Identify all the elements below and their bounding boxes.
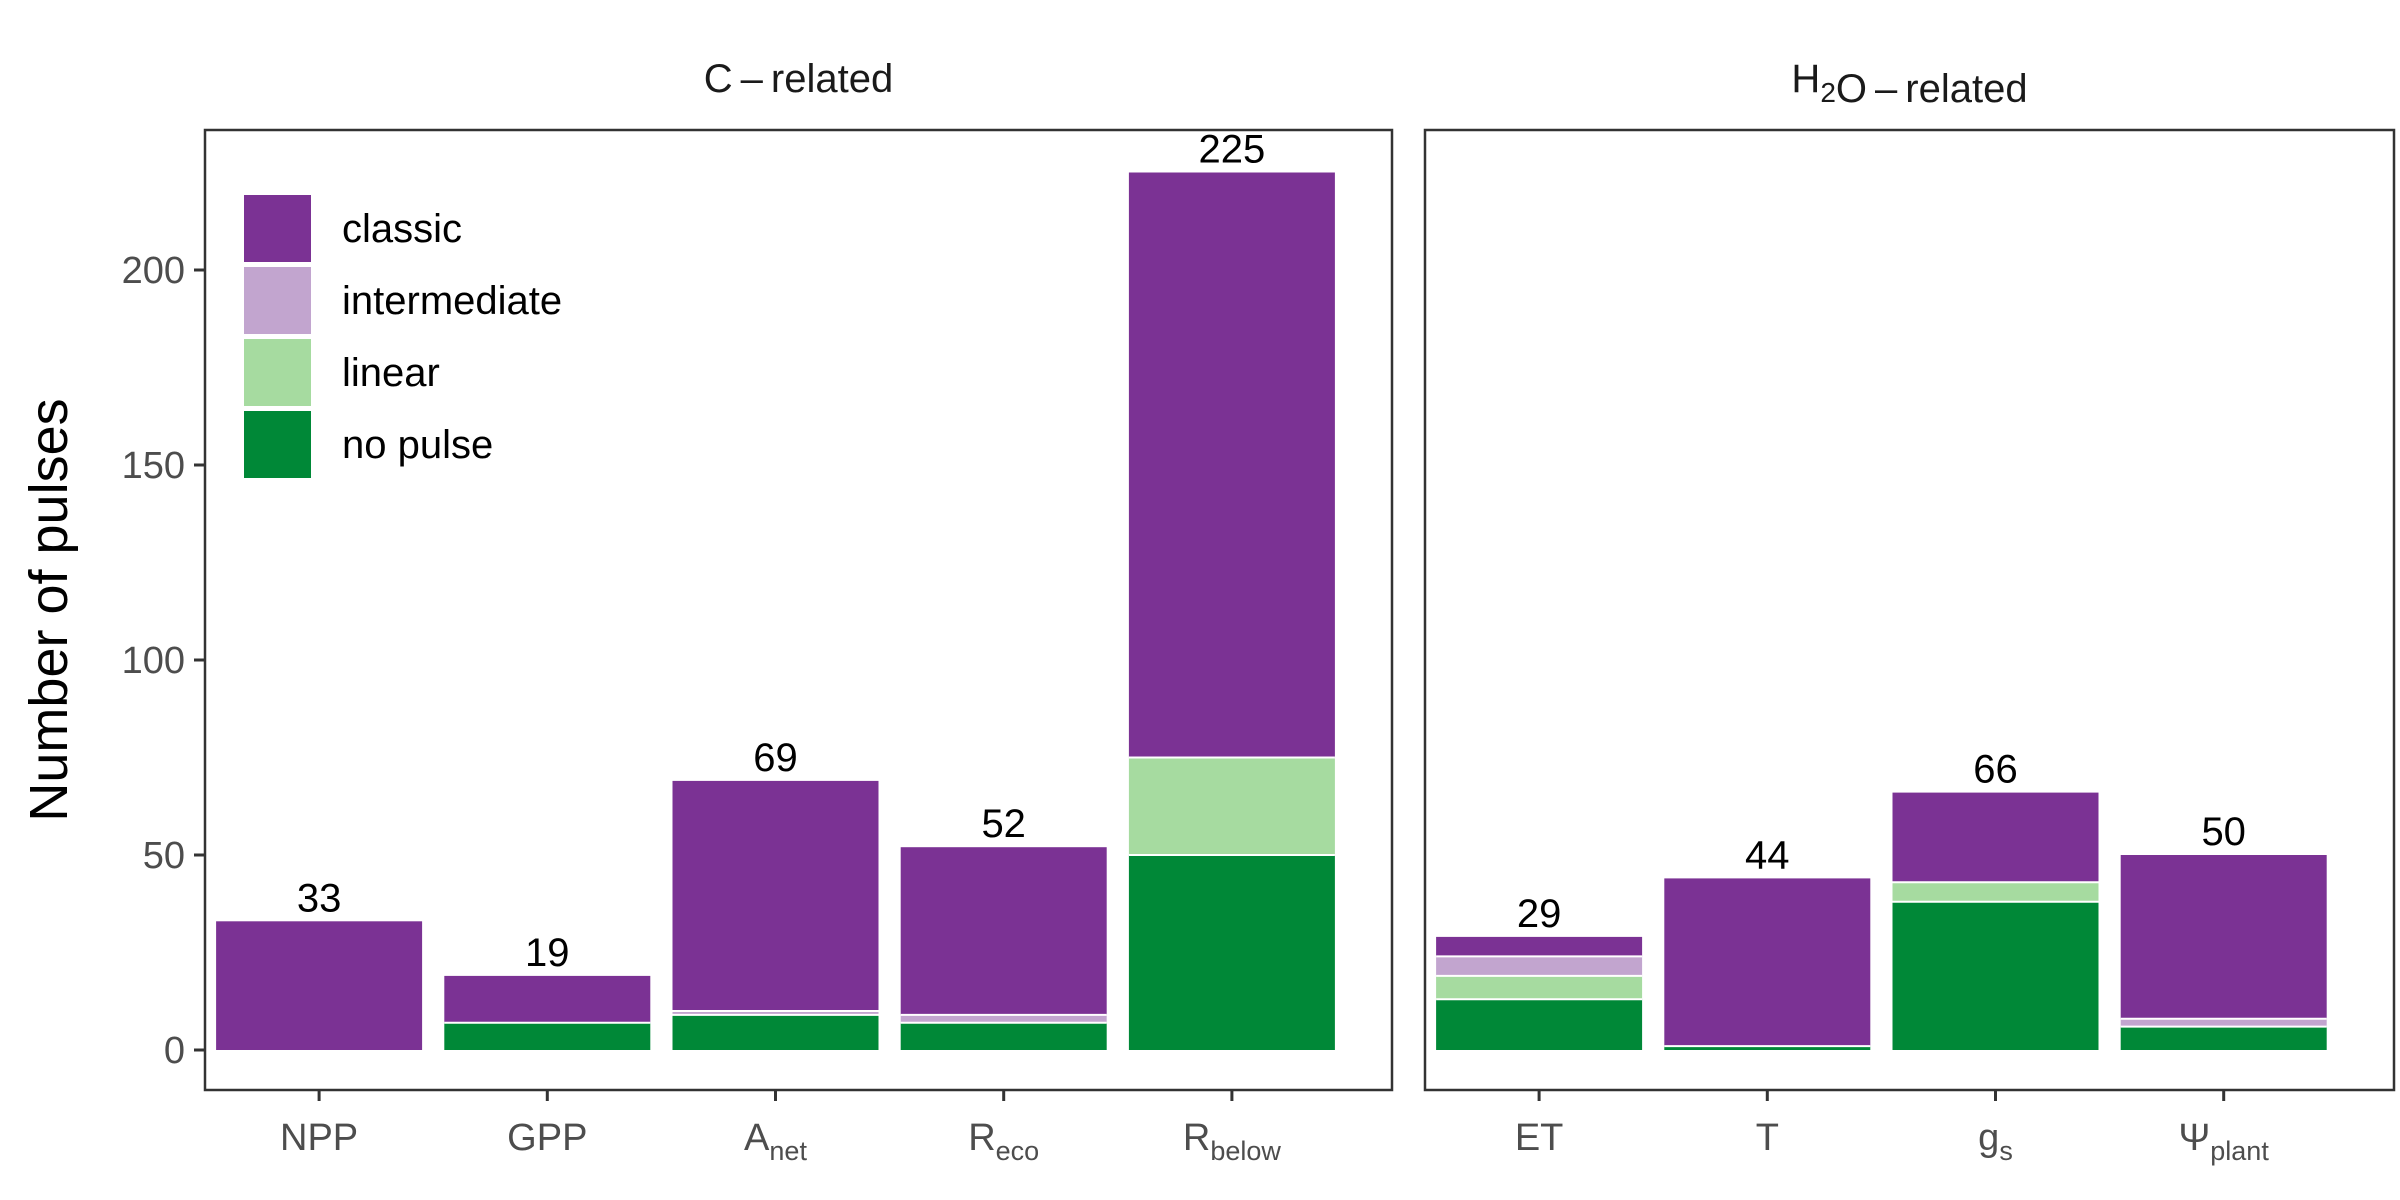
bar-group: 33 — [216, 876, 423, 1050]
x-tick-label: Anet — [744, 1117, 807, 1166]
label-subscript: s — [1999, 1136, 2013, 1166]
bar-segment-classic — [900, 847, 1107, 1015]
total-label: 44 — [1745, 833, 1790, 877]
legend-key — [244, 267, 311, 334]
x-tick-label: Ψplant — [2179, 1117, 2270, 1166]
legend-key — [244, 339, 311, 406]
bar-segment-no-pulse — [1436, 999, 1643, 1050]
label-main: C – related — [704, 57, 893, 101]
y-tick-label: 50 — [143, 835, 185, 877]
label-main: A — [744, 1117, 770, 1159]
y-tick-label: 150 — [122, 445, 185, 487]
x-tick-label: Reco — [968, 1117, 1039, 1166]
x-tick-label: NPP — [280, 1117, 358, 1159]
label-subscript: eco — [996, 1136, 1040, 1166]
label-subscript: plant — [2210, 1136, 2269, 1166]
x-tick-label: Rbelow — [1183, 1117, 1282, 1166]
bar-group: 69 — [672, 736, 879, 1050]
label-main: g — [1978, 1117, 1999, 1159]
bar-segment-classic — [672, 780, 879, 1011]
label-main: H — [1791, 57, 1820, 101]
bar-group: 66 — [1892, 748, 2099, 1050]
bar-group: 44 — [1664, 833, 1871, 1050]
bar-segment-no-pulse — [900, 1022, 1107, 1050]
facet-1: C – related 33 NPP 19 GPP 69 Anet 52 Reco 225 Rbel… — [122, 57, 1394, 1166]
legend-label: classic — [342, 207, 462, 251]
label-main: GPP — [507, 1117, 587, 1159]
total-label: 19 — [525, 931, 570, 975]
bar-segment-classic — [216, 921, 423, 1050]
label-main: NPP — [280, 1117, 358, 1159]
bar-segment-intermediate — [2120, 1018, 2327, 1027]
label-main: ET — [1515, 1117, 1564, 1159]
label-main: R — [1183, 1117, 1210, 1159]
total-label: 29 — [1517, 892, 1562, 936]
total-label: 69 — [753, 736, 798, 780]
total-label: 52 — [981, 802, 1026, 846]
label-main: T — [1756, 1117, 1779, 1159]
bar-segment-intermediate — [900, 1014, 1107, 1023]
total-label: 225 — [1199, 128, 1266, 172]
x-tick-label: gs — [1978, 1117, 2013, 1166]
bar-segment-linear — [1436, 975, 1643, 1000]
x-tick-label: T — [1756, 1117, 1779, 1159]
bar-segment-intermediate — [1436, 956, 1643, 976]
label-main: O – related — [1836, 67, 2028, 111]
bar-segment-classic — [1436, 936, 1643, 957]
bar-group: 50 — [2120, 810, 2327, 1050]
bar-segment-classic — [1664, 878, 1871, 1047]
label-subscript: 2 — [1820, 77, 1836, 108]
facet-title: H2O – related — [1791, 57, 2027, 111]
legend-key — [244, 411, 311, 478]
bar-segment-classic — [1128, 172, 1335, 758]
y-tick-label: 0 — [164, 1030, 185, 1072]
bar-segment-classic — [1892, 792, 2099, 883]
x-tick-label: ET — [1515, 1117, 1564, 1159]
label-subscript: below — [1210, 1136, 1281, 1166]
label-main: Ψ — [2179, 1117, 2211, 1159]
label-subscript: net — [769, 1136, 807, 1166]
bar-segment-classic — [444, 975, 651, 1023]
panel-border — [203, 128, 1394, 1092]
legend-label: no pulse — [342, 423, 493, 467]
legend: classic intermediate linear no pulse — [244, 195, 562, 478]
total-label: 33 — [297, 876, 342, 920]
legend-label: linear — [342, 351, 440, 395]
y-tick-label: 100 — [122, 640, 185, 682]
bar-segment-no-pulse — [1128, 855, 1335, 1050]
legend-label: intermediate — [342, 279, 562, 323]
bar-segment-no-pulse — [1664, 1046, 1871, 1050]
bar-segment-no-pulse — [672, 1014, 879, 1050]
total-label: 66 — [1973, 748, 2018, 792]
bar-segment-no-pulse — [444, 1022, 651, 1050]
bar-group: 225 — [1128, 128, 1335, 1050]
bar-segment-classic — [2120, 855, 2327, 1019]
bar-segment-intermediate — [672, 1011, 879, 1015]
bar-segment-linear — [1892, 882, 2099, 902]
facets: C – related 33 NPP 19 GPP 69 Anet 52 Reco 225 Rbel… — [122, 57, 2396, 1166]
panel-border — [1423, 128, 2396, 1092]
x-tick-label: GPP — [507, 1117, 587, 1159]
y-tick-label: 200 — [122, 250, 185, 292]
legend-key — [244, 195, 311, 262]
label-main: R — [968, 1117, 995, 1159]
bar-segment-linear — [1128, 757, 1335, 855]
bar-group: 19 — [444, 931, 651, 1050]
bar-segment-no-pulse — [2120, 1026, 2327, 1050]
facet-2: H2O – related 29 ET 44 T 66 gs 50 Ψplant — [1423, 57, 2396, 1166]
bar-group: 52 — [900, 802, 1107, 1050]
bar-segment-no-pulse — [1892, 901, 2099, 1050]
facet-title: C – related — [704, 57, 893, 101]
total-label: 50 — [2201, 810, 2246, 854]
y-axis-label: Number of pulses — [19, 398, 79, 821]
bar-group: 29 — [1436, 892, 1643, 1050]
